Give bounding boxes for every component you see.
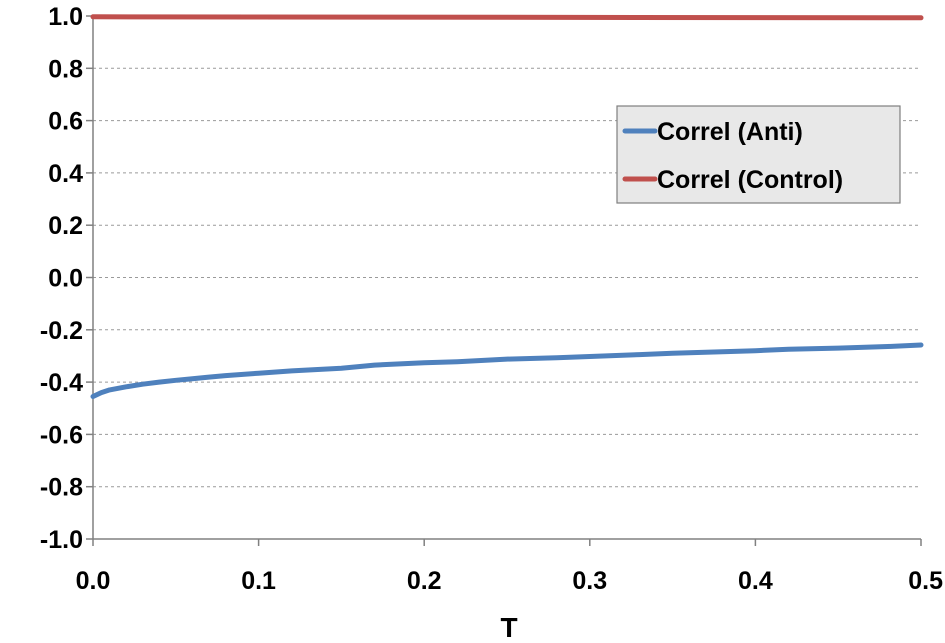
y-tick-label: 1.0: [48, 3, 83, 31]
tick-labels: 1.0 0.8 0.6 0.4 0.2 0.0 -0.2 -0.4 -0.6 -0.8 -1.0 0.…: [40, 3, 943, 595]
x-tick-label: 0.3: [572, 567, 607, 595]
y-tick-label: 0.8: [48, 55, 83, 83]
y-tick-label: -0.4: [40, 369, 83, 397]
y-tick-label: 0.2: [48, 212, 83, 240]
x-tick-label: 0.0: [76, 567, 111, 595]
x-tick-label: 0.5: [908, 567, 943, 595]
y-tick-label: -0.8: [40, 474, 83, 502]
x-tick-label: 0.4: [738, 567, 773, 595]
y-tick-label: -0.2: [40, 317, 83, 345]
x-tick-label: 0.1: [241, 567, 276, 595]
y-tick-label: 0.6: [48, 108, 83, 136]
series-line-control: [90, 14, 924, 21]
axes: [86, 15, 922, 546]
series-lines: [90, 14, 924, 399]
series-line-anti: [90, 342, 924, 399]
legend-box: [616, 105, 901, 204]
y-tick-label: -0.6: [40, 421, 83, 449]
y-tick-label: 0.0: [48, 265, 83, 293]
legend-label: Correl (Control): [657, 166, 843, 194]
legend-label: Correl (Anti): [657, 118, 803, 146]
x-tick-label: 0.2: [407, 567, 442, 595]
gridlines: [93, 67, 921, 488]
legend: Correl (Anti) Correl (Control): [616, 105, 901, 204]
x-axis-title: T: [500, 612, 517, 643]
y-tick-label: 0.4: [48, 160, 83, 188]
y-tick-label: -1.0: [40, 526, 83, 554]
